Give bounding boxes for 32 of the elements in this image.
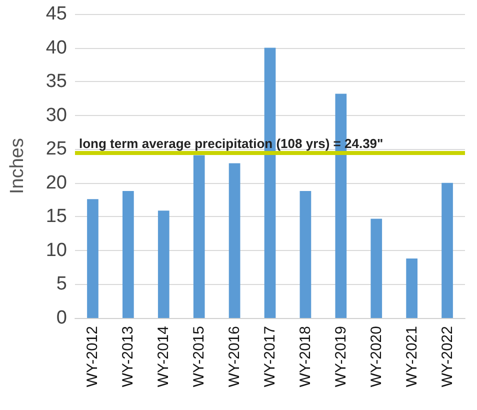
bar [406, 258, 418, 318]
y-tick-label: 10 [46, 240, 67, 261]
y-tick-label: 40 [46, 37, 67, 58]
x-tick-label: WY-2019 [332, 326, 350, 388]
bar [158, 210, 170, 318]
x-tick-label: WY-2021 [403, 326, 420, 388]
x-tick-label: WY-2022 [438, 326, 456, 388]
bar [300, 190, 312, 318]
x-tick-label: WY-2016 [226, 326, 244, 388]
y-tick-label: 45 [46, 4, 67, 24]
bar [122, 190, 134, 318]
bar [442, 182, 453, 318]
bar [228, 163, 240, 318]
y-tick-label: 5 [56, 274, 67, 295]
x-tick-label: WY-2017 [262, 326, 278, 388]
x-tick-label: WY-2018 [296, 326, 314, 388]
bar [87, 199, 98, 318]
bar [335, 94, 347, 318]
y-tick-label: 25 [46, 138, 67, 160]
x-tick-label: WY-2015 [190, 326, 208, 388]
y-tick-label: 15 [46, 206, 67, 228]
x-tick-label: WY-2013 [120, 326, 137, 388]
x-tick-label: WY-2012 [84, 326, 102, 388]
bar [193, 155, 205, 318]
y-tick-label: 35 [46, 71, 67, 92]
y-tick-label: 30 [46, 104, 67, 126]
x-tick-label: WY-2020 [368, 326, 385, 388]
y-axis-title: Inches [7, 138, 28, 194]
bar [370, 218, 382, 318]
y-tick-label: 20 [46, 172, 67, 194]
y-tick-label: 0 [56, 308, 67, 328]
x-tick-label: WY-2014 [155, 326, 172, 388]
